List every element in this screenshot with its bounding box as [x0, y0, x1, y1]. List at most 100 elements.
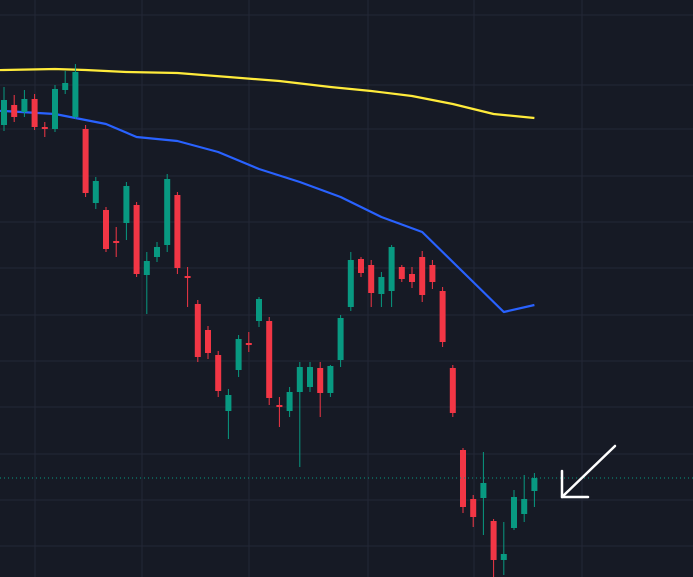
candle-body [439, 291, 446, 342]
candle-body [398, 267, 405, 279]
candle-body [327, 366, 334, 393]
candles [1, 64, 538, 577]
candle-up [307, 362, 313, 392]
candle-body [378, 277, 385, 294]
candle-down [41, 122, 48, 137]
candle-down [11, 95, 18, 122]
candle-body [235, 339, 242, 370]
candle-body [52, 89, 58, 129]
candle-up [296, 362, 303, 467]
candle-up [154, 242, 160, 262]
candle-body [11, 105, 18, 117]
candle-down [215, 351, 222, 397]
candle-body [82, 129, 89, 193]
candle-down [490, 519, 497, 577]
moving-average-slow-line [0, 67, 535, 120]
candle-down [429, 260, 436, 289]
candle-body [429, 265, 436, 282]
candle-body [225, 395, 232, 411]
candle-down [266, 317, 273, 405]
candle-body [409, 274, 415, 282]
candle-down [184, 267, 191, 307]
candle-up [378, 272, 385, 307]
candle-body [184, 276, 191, 278]
candle-up [62, 71, 69, 94]
candle-up [1, 87, 7, 131]
candle-body [480, 483, 487, 498]
candle-body [164, 179, 171, 245]
candle-up [52, 85, 58, 132]
candle-up [500, 522, 507, 575]
candle-body [531, 478, 538, 491]
candle-up [347, 252, 354, 311]
candle-up [235, 335, 242, 377]
candle-down [398, 265, 405, 282]
candle-down [82, 125, 89, 197]
candle-body [1, 100, 7, 125]
candle-body [317, 368, 324, 393]
candle-up [72, 64, 79, 119]
candle-up [521, 475, 528, 522]
candle-body [286, 392, 293, 411]
candle-body [103, 210, 109, 249]
candle-body [368, 265, 375, 293]
candle-down [449, 365, 456, 417]
candle-up [164, 174, 171, 252]
candle-up [327, 365, 334, 397]
candle-body [490, 521, 497, 560]
candle-body [296, 367, 303, 392]
annotation-arrow-icon[interactable] [560, 444, 617, 499]
candle-up [123, 182, 130, 240]
candle-down [245, 332, 252, 352]
candle-body [41, 127, 48, 129]
candle-body [113, 241, 120, 243]
candle-up [21, 90, 28, 117]
candle-body [337, 318, 344, 360]
candle-body [205, 330, 211, 353]
candle-down [317, 362, 324, 417]
candle-down [133, 202, 140, 277]
candle-body [194, 304, 201, 357]
moving-average-lines [0, 67, 535, 314]
candle-body [307, 367, 313, 387]
candle-body [347, 260, 354, 307]
candle-up [143, 252, 150, 314]
candle-up [531, 473, 538, 507]
candle-body [154, 247, 160, 257]
candle-down [470, 495, 477, 527]
candle-body [388, 247, 395, 291]
candle-down [276, 397, 283, 427]
candle-body [419, 257, 426, 295]
candle-body [276, 405, 283, 407]
candle-body [511, 497, 517, 528]
candle-body [470, 499, 477, 517]
candle-up [388, 245, 395, 307]
candle-body [92, 181, 99, 203]
candle-up [256, 297, 262, 327]
candle-body [133, 205, 140, 274]
candle-down [174, 192, 181, 274]
candle-up [225, 389, 232, 439]
candle-body [62, 83, 69, 90]
candle-down [103, 207, 109, 252]
candle-body [460, 450, 466, 507]
candle-body [358, 259, 364, 273]
candle-down [439, 287, 446, 347]
candle-down [409, 267, 415, 288]
candle-body [500, 554, 507, 560]
candle-down [205, 326, 211, 359]
candle-down [358, 257, 364, 277]
candle-down [113, 227, 120, 257]
candle-body [245, 343, 252, 345]
candle-body [266, 321, 273, 398]
candle-body [215, 355, 222, 391]
candle-down [460, 448, 466, 513]
moving-average-fast-line [0, 109, 535, 314]
candle-body [174, 195, 181, 268]
candle-body [72, 72, 79, 117]
candle-down [31, 94, 38, 130]
candle-body [256, 299, 262, 321]
candle-up [480, 452, 487, 535]
